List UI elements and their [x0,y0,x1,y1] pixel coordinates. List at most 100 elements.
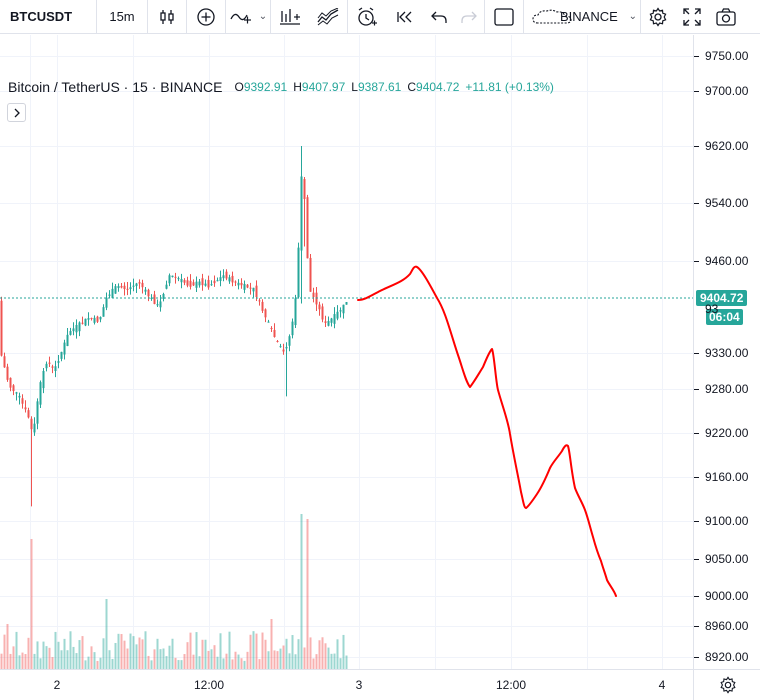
volume-bar [231,659,234,669]
price-tick-mark [694,596,699,597]
volume-bar [156,638,159,669]
toolbar-divider [347,0,348,34]
chevron-right-icon [14,108,20,117]
volume-bar [318,640,321,669]
time-tick-label: 4 [658,678,666,692]
price-tick-mark [694,261,699,262]
candle-body [129,287,132,290]
volume-bar [219,633,222,669]
candle-body [99,317,102,320]
candle-body [201,278,204,286]
candle-body [147,289,150,297]
add-indicator-button[interactable] [187,0,225,34]
candle-body [264,309,267,318]
price-tick-label: 9330.00 [705,346,749,360]
candle-body [3,356,6,368]
price-tick-label: 9160.00 [705,470,749,484]
chart-pane[interactable]: Bitcoin / TetherUS · 15 · BINANCE O 9392.… [0,35,693,699]
chart-type-button[interactable] [148,0,186,34]
templates-icon [317,7,339,25]
candle-body [279,346,282,348]
symbol-search[interactable]: BTCUSDT [10,9,73,24]
undo-button[interactable] [424,0,454,34]
time-tick-label: 12:00 [495,678,527,692]
candle-body [288,336,291,346]
time-axis[interactable]: 2 12:00 3 12:00 4 [0,669,693,700]
time-tick-label: 12:00 [193,678,225,692]
legend-collapse-button[interactable] [7,103,26,122]
indicators-icon [280,8,300,25]
fullscreen-button[interactable] [675,0,709,34]
price-tick-label: 9620.00 [705,139,749,153]
low-label: L [351,80,358,94]
volume-bar [108,650,111,669]
candle-body [84,318,87,326]
low-value: 9387.61 [357,80,402,94]
volume-bar [261,632,264,669]
last-price-badge: 9404.72 [696,290,748,306]
snapshot-button[interactable] [709,0,743,34]
volume-bar [78,640,81,669]
volume-bar [99,657,102,669]
volume-bar [9,653,12,669]
volume-bar [135,644,138,669]
volume-bar [174,657,177,669]
candle-body [195,281,198,288]
candle-body [234,281,237,283]
candle-body [69,331,72,335]
toolbar-divider [523,0,524,34]
toolbar-divider [225,0,226,34]
volume-bar [141,639,144,669]
countdown-badge: 93 06:04 [696,302,743,325]
candle-body [246,284,249,288]
candle-body [321,306,324,320]
time-tick-label: 2 [53,678,61,692]
volume-bar [258,659,261,669]
price-axis[interactable]: 9404.72 93 06:04 9750.00 9700.00 9620.00 954… [693,35,760,669]
indicators-button[interactable] [271,0,309,34]
volume-bar [222,658,225,669]
exchange-save-button[interactable]: BINANCE [524,0,626,34]
replay-button[interactable] [386,0,424,34]
candle-body [345,302,348,305]
volume-bar [246,651,249,669]
volume-bar [228,631,231,669]
chevron-down-icon[interactable]: ⌄ [628,11,637,22]
candle-body [6,366,9,380]
templates-button[interactable] [309,0,347,34]
volume-bar [159,649,162,669]
alert-button[interactable] [348,0,386,34]
candle-body [33,423,36,433]
price-chart[interactable] [0,35,693,669]
chevron-down-icon[interactable]: ⌄ [258,11,268,22]
volume-bar [93,652,96,669]
volume-bar [39,658,42,669]
volume-bar [315,654,318,669]
compare-button[interactable] [226,0,256,34]
volume-bar [102,638,105,669]
redo-button[interactable] [454,0,484,34]
volume-bar [207,650,210,669]
interval-button[interactable]: 15m [109,9,135,24]
candle-body [114,286,117,294]
volume-bar [324,643,327,669]
candle-body [72,328,75,332]
volume-bar [189,632,192,669]
candle-body [75,324,78,333]
price-tick-label: 9220.00 [705,426,749,440]
layout-button[interactable] [485,0,523,34]
scale-settings-button[interactable] [693,669,760,700]
candle-body [231,275,234,283]
volume-bar [126,648,129,669]
candle-body [81,322,84,324]
candle-body [27,410,30,418]
candle-body [273,329,276,337]
volume-bar [249,634,252,669]
settings-button[interactable] [641,0,675,34]
candle-body [276,341,279,343]
candle-body [117,286,120,288]
candle-body [210,284,213,286]
candle-body [15,392,18,394]
volume-bar [138,637,141,669]
drawn-projection-line[interactable] [357,265,617,597]
